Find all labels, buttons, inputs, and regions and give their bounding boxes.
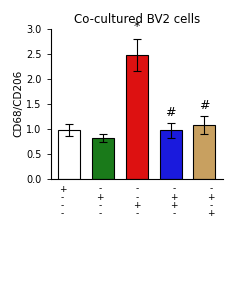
Bar <box>125 55 147 179</box>
Text: #: # <box>165 106 175 119</box>
Text: -: - <box>98 185 101 194</box>
Text: +: + <box>169 193 177 202</box>
Text: +: + <box>206 193 214 202</box>
Text: +: + <box>133 201 140 210</box>
Text: -: - <box>209 201 212 210</box>
Title: Co-cultured BV2 cells: Co-cultured BV2 cells <box>74 13 199 26</box>
Bar <box>159 130 181 179</box>
Text: -: - <box>61 193 64 202</box>
Text: -: - <box>61 201 64 210</box>
Text: *: * <box>133 20 139 33</box>
Bar <box>58 130 80 179</box>
Text: -: - <box>172 209 175 218</box>
Text: -: - <box>98 209 101 218</box>
Text: -: - <box>135 209 138 218</box>
Text: +: + <box>169 201 177 210</box>
Bar <box>92 138 114 179</box>
Y-axis label: CD68/CD206: CD68/CD206 <box>13 70 23 137</box>
Text: -: - <box>209 185 212 194</box>
Text: -: - <box>135 185 138 194</box>
Text: -: - <box>98 201 101 210</box>
Text: -: - <box>172 185 175 194</box>
Text: +: + <box>206 209 214 218</box>
Text: #: # <box>198 99 209 112</box>
Text: -: - <box>61 209 64 218</box>
Text: -: - <box>135 193 138 202</box>
Bar <box>193 125 214 179</box>
Text: +: + <box>59 185 66 194</box>
Text: +: + <box>95 193 103 202</box>
